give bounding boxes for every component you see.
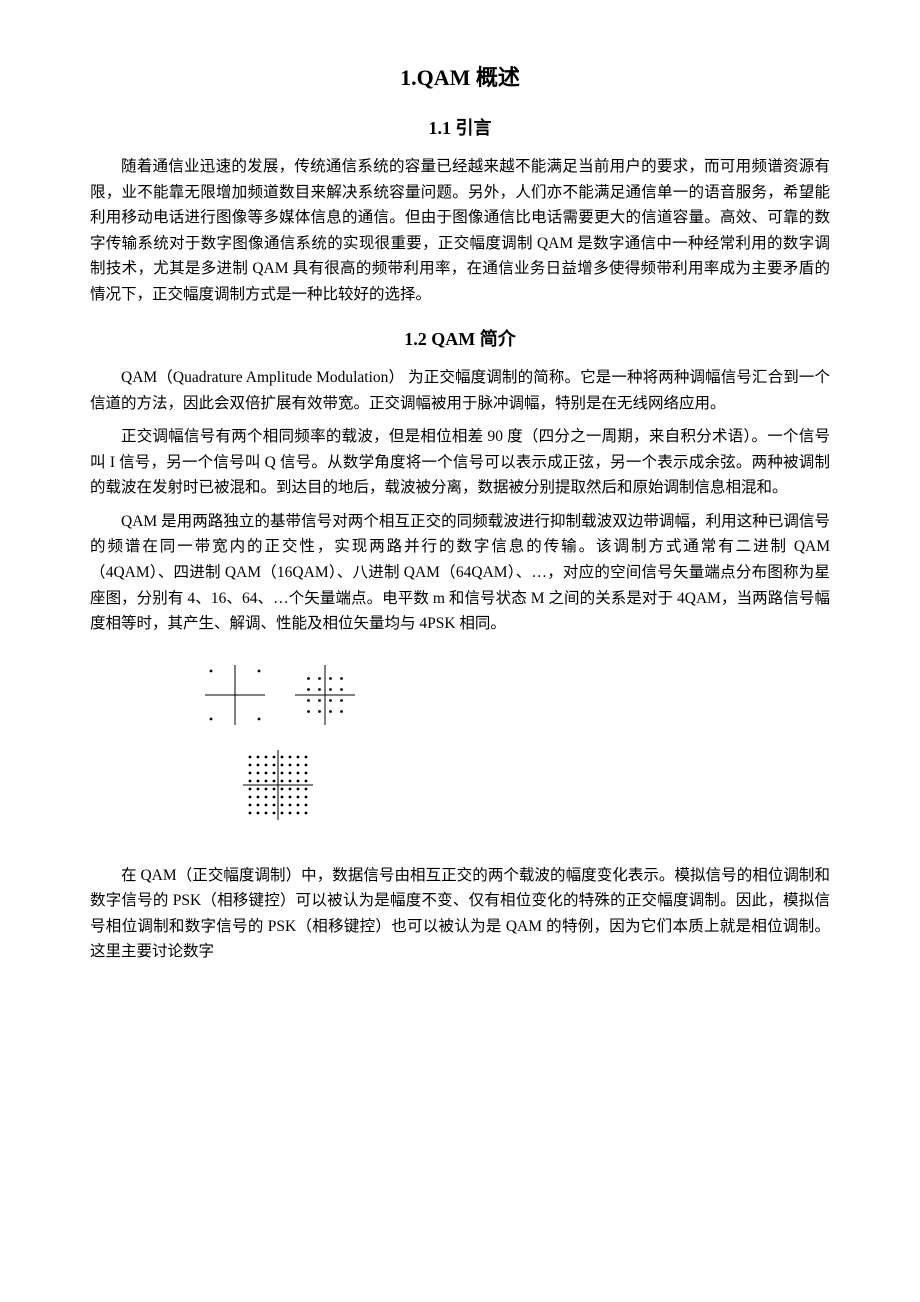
constellation-figure — [90, 655, 830, 835]
paragraph-qam-iq: 正交调幅信号有两个相同频率的载波，但是相位相差 90 度（四分之一周期，来自积分… — [90, 424, 830, 501]
section-1-1-title: 1.1 引言 — [90, 114, 830, 144]
section-1-2-title: 1.2 QAM 简介 — [90, 325, 830, 355]
page-title: 1.QAM 概述 — [90, 60, 830, 96]
paragraph-qam-def: QAM（Quadrature Amplitude Modulation） 为正交… — [90, 365, 830, 416]
paragraph-intro: 随着通信业迅速的发展，传统通信系统的容量已经越来越不能满足当前用户的要求，而可用… — [90, 154, 830, 307]
paragraph-qam-psk: 在 QAM（正交幅度调制）中，数据信号由相互正交的两个载波的幅度变化表示。模拟信… — [90, 863, 830, 965]
paragraph-qam-types: QAM 是用两路独立的基带信号对两个相互正交的同频载波进行抑制载波双边带调幅，利… — [90, 509, 830, 637]
